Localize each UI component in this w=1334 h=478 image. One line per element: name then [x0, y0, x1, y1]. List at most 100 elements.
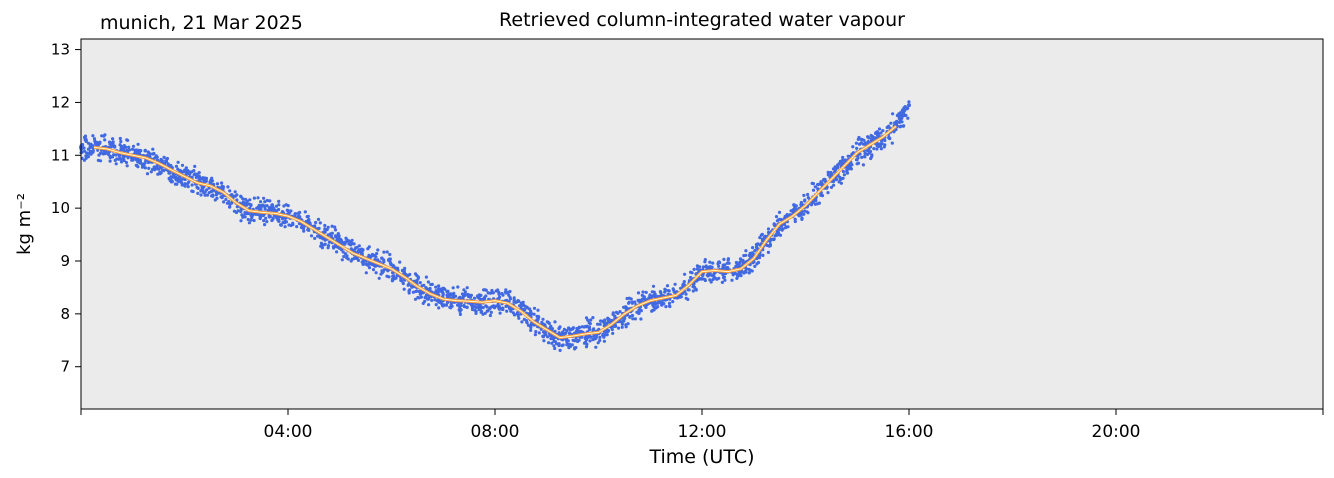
scatter-point — [222, 200, 226, 204]
scatter-point — [636, 291, 641, 295]
scatter-point — [301, 227, 306, 231]
scatter-point — [600, 319, 605, 323]
scatter-point — [542, 330, 546, 334]
scatter-point — [624, 323, 628, 327]
scatter-point — [110, 155, 115, 159]
scatter-point — [297, 211, 301, 215]
scatter-point — [241, 197, 245, 201]
scatter-point — [156, 172, 160, 176]
scatter-point — [520, 304, 524, 308]
scatter-point — [766, 250, 771, 254]
scatter-point — [137, 148, 141, 152]
scatter-point — [409, 284, 413, 288]
scatter-point — [314, 220, 318, 225]
scatter-point — [199, 193, 203, 197]
scatter-point — [881, 129, 885, 133]
scatter-point — [477, 296, 481, 300]
scatter-point — [437, 306, 441, 310]
scatter-point — [143, 161, 147, 165]
scatter-point — [352, 256, 356, 261]
scatter-point — [761, 253, 765, 257]
y-tick-label: 10 — [51, 199, 70, 217]
scatter-point — [684, 292, 688, 296]
scatter-point — [797, 214, 801, 218]
scatter-point — [262, 196, 266, 200]
scatter-point — [618, 310, 622, 314]
scatter-point — [382, 250, 386, 254]
scatter-point — [435, 299, 439, 303]
scatter-point — [810, 181, 814, 185]
scatter-point — [558, 348, 562, 352]
scatter-point — [580, 325, 584, 329]
scatter-point — [159, 159, 163, 163]
scatter-point — [652, 290, 656, 294]
scatter-point — [713, 276, 717, 280]
scatter-point — [463, 290, 467, 294]
scatter-point — [777, 210, 782, 214]
scatter-point — [252, 218, 256, 223]
x-axis-label: Time (UTC) — [648, 446, 754, 468]
scatter-point — [667, 301, 672, 305]
scatter-point — [364, 262, 368, 266]
scatter-point — [287, 211, 291, 215]
scatter-point — [91, 149, 95, 153]
scatter-point — [747, 271, 751, 275]
scatter-point — [866, 152, 870, 156]
scatter-point — [708, 278, 712, 282]
scatter-point — [430, 298, 434, 302]
scatter-point — [893, 121, 897, 125]
scatter-point — [119, 139, 123, 144]
scatter-point — [826, 170, 830, 174]
scatter-point — [286, 209, 290, 213]
scatter-point — [862, 138, 866, 142]
scatter-point — [854, 141, 859, 145]
scatter-point — [111, 137, 115, 141]
scatter-point — [112, 145, 116, 149]
scatter-point — [788, 213, 792, 217]
scatter-point — [463, 292, 467, 296]
scatter-point — [425, 293, 429, 297]
scatter-point — [333, 225, 337, 229]
scatter-point — [263, 200, 267, 204]
scatter-point — [330, 231, 334, 235]
scatter-point — [859, 141, 863, 145]
scatter-point — [678, 295, 683, 299]
scatter-point — [434, 303, 438, 307]
scatter-point — [867, 136, 871, 140]
scatter-point — [703, 258, 707, 262]
scatter-point — [708, 271, 712, 275]
scatter-point — [295, 225, 299, 229]
scatter-point — [268, 199, 272, 203]
scatter-point — [759, 233, 763, 237]
scatter-point — [545, 320, 549, 324]
scatter-point — [815, 202, 820, 206]
scatter-point — [119, 160, 124, 164]
scatter-point — [870, 153, 874, 157]
scatter-point — [782, 222, 787, 226]
scatter-point — [516, 314, 520, 318]
scatter-point — [249, 218, 253, 222]
scatter-point — [520, 320, 524, 324]
scatter-point — [196, 191, 200, 195]
scatter-point — [772, 238, 776, 242]
scatter-point — [577, 326, 582, 330]
scatter-point — [591, 316, 595, 320]
scatter-point — [108, 159, 112, 163]
scatter-point — [330, 224, 334, 228]
scatter-point — [250, 216, 254, 220]
scatter-point — [841, 158, 845, 162]
scatter-point — [235, 205, 239, 209]
scatter-point — [326, 225, 330, 229]
scatter-point — [302, 229, 306, 233]
scatter-point — [262, 219, 266, 223]
scatter-point — [836, 163, 840, 167]
scatter-point — [84, 139, 88, 143]
scatter-point — [841, 155, 845, 160]
scatter-point — [699, 277, 704, 281]
scatter-point — [777, 218, 781, 222]
scatter-point — [726, 257, 731, 261]
scatter-point — [689, 275, 693, 280]
scatter-point — [616, 311, 620, 315]
scatter-point — [419, 295, 423, 299]
scatter-point — [176, 160, 180, 164]
